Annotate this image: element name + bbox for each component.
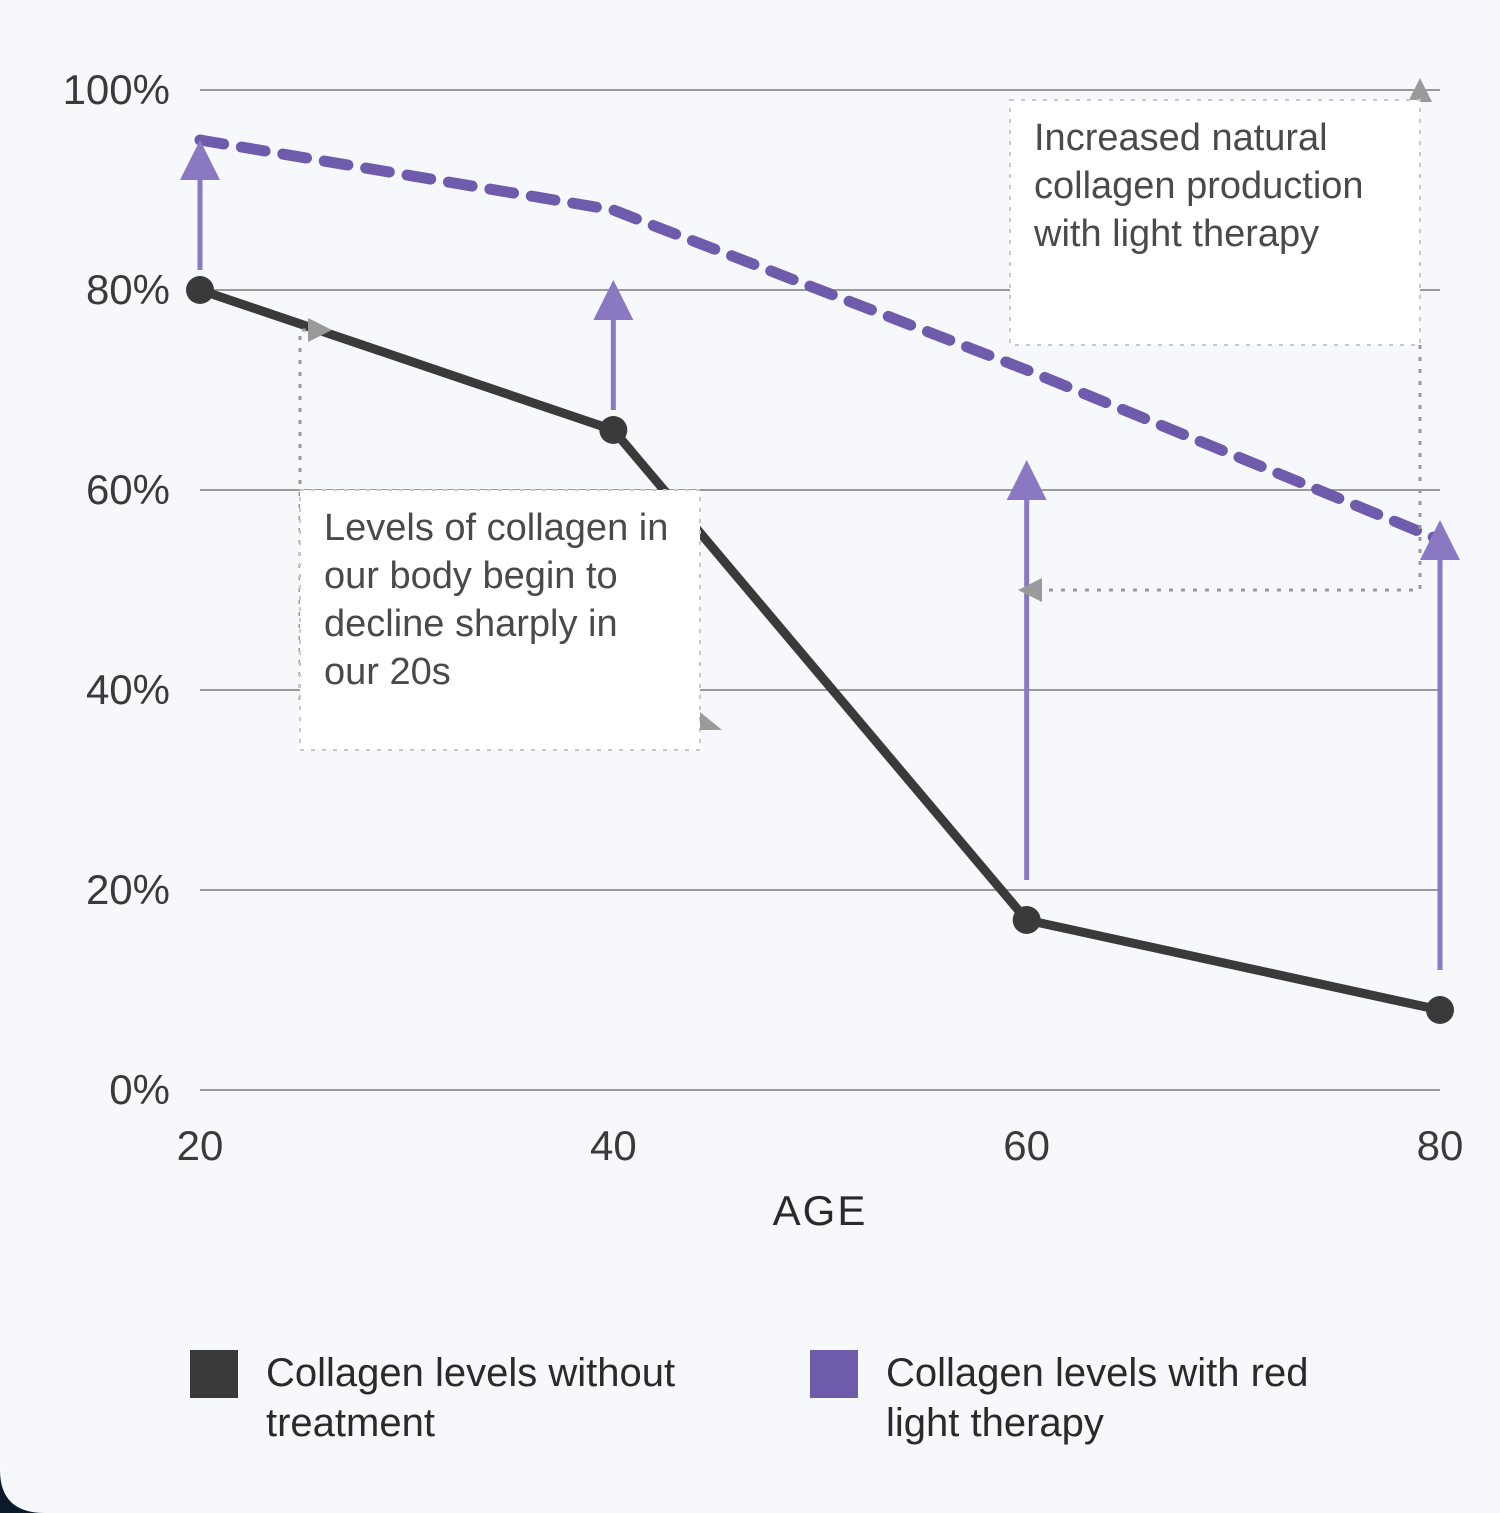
y-tick-label: 0% (109, 1066, 170, 1113)
x-tick-label: 60 (1003, 1122, 1050, 1169)
x-axis-title: AGE (773, 1187, 868, 1234)
marker (599, 416, 627, 444)
legend-swatch (810, 1350, 858, 1398)
x-tick-label: 20 (177, 1122, 224, 1169)
marker (186, 276, 214, 304)
marker (1013, 906, 1041, 934)
legend-swatch (190, 1350, 238, 1398)
x-tick-label: 40 (590, 1122, 637, 1169)
collagen-chart: 0%20%40%60%80%100%20406080AGELevels of c… (0, 0, 1500, 1513)
x-tick-label: 80 (1417, 1122, 1464, 1169)
y-tick-label: 40% (86, 666, 170, 713)
callout-text: Increased naturalcollagen productionwith… (1033, 117, 1364, 255)
y-tick-label: 20% (86, 866, 170, 913)
y-tick-label: 60% (86, 466, 170, 513)
y-tick-label: 100% (63, 66, 170, 113)
marker (1426, 996, 1454, 1024)
y-tick-label: 80% (86, 266, 170, 313)
